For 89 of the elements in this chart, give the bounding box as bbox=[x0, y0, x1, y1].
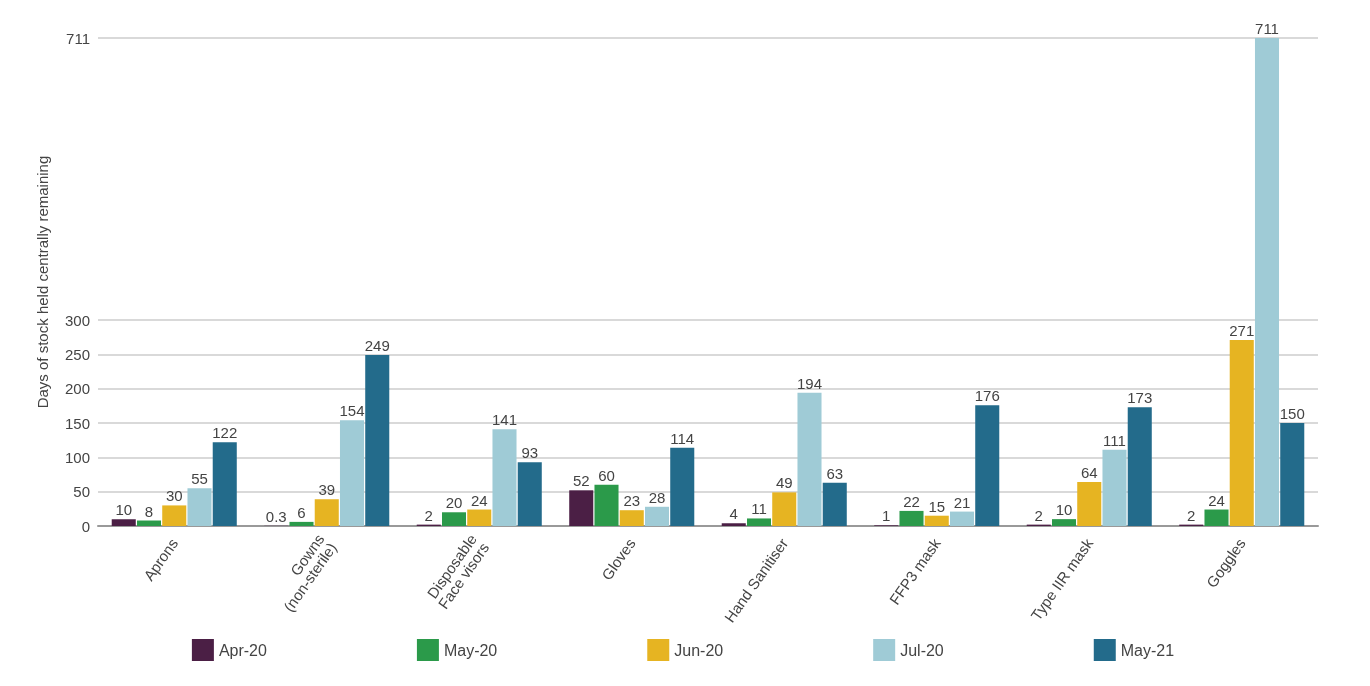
data-label: 150 bbox=[1279, 405, 1305, 423]
bar bbox=[619, 510, 644, 526]
data-label: 111 bbox=[1103, 431, 1126, 449]
bar bbox=[1254, 38, 1280, 526]
bar bbox=[924, 515, 949, 526]
y-tick-label: 300 bbox=[64, 311, 90, 329]
data-label: 49 bbox=[775, 474, 793, 492]
data-label: 6 bbox=[297, 503, 306, 521]
bar bbox=[1102, 449, 1127, 526]
data-label: 8 bbox=[144, 502, 154, 520]
data-label: 2 bbox=[1187, 506, 1196, 524]
data-label: 711 bbox=[1255, 20, 1279, 37]
bar bbox=[975, 405, 1000, 526]
bar bbox=[644, 506, 670, 526]
bar bbox=[492, 429, 517, 526]
legend-label: Jun-20 bbox=[674, 641, 724, 659]
bar bbox=[314, 499, 339, 526]
data-label: 11 bbox=[751, 500, 767, 518]
y-tick-label: 711 bbox=[66, 29, 90, 47]
y-tick-label: 50 bbox=[73, 483, 90, 501]
data-label: 176 bbox=[974, 387, 1000, 405]
bar bbox=[1051, 519, 1077, 526]
bar bbox=[949, 511, 975, 526]
bar bbox=[441, 512, 467, 526]
y-tick-label: 250 bbox=[64, 345, 90, 363]
data-label: 55 bbox=[191, 470, 208, 488]
legend-label: Apr-20 bbox=[218, 641, 268, 659]
bar bbox=[517, 462, 542, 526]
bar bbox=[365, 355, 390, 526]
data-label: 154 bbox=[339, 402, 365, 420]
data-label: 64 bbox=[1080, 464, 1098, 482]
bar bbox=[569, 490, 594, 526]
bar bbox=[467, 509, 492, 526]
bar bbox=[1127, 407, 1152, 526]
y-tick-label: 100 bbox=[64, 448, 90, 466]
data-label: 194 bbox=[796, 374, 823, 392]
y-tick-label: 150 bbox=[64, 414, 90, 432]
data-label: 24 bbox=[1208, 491, 1225, 509]
data-label: 21 bbox=[953, 493, 971, 511]
bar bbox=[899, 510, 924, 526]
bar bbox=[1229, 340, 1254, 526]
bar bbox=[746, 518, 772, 526]
bar bbox=[1204, 509, 1229, 526]
bar bbox=[1280, 423, 1305, 526]
data-label: 93 bbox=[521, 444, 539, 462]
bar bbox=[594, 484, 619, 526]
y-axis-title: Days of stock held centrally remaining bbox=[34, 155, 51, 409]
data-label: 15 bbox=[928, 497, 946, 515]
data-label: 2 bbox=[424, 506, 433, 524]
bar bbox=[822, 482, 847, 526]
data-label: 23 bbox=[623, 492, 641, 510]
bar bbox=[670, 447, 695, 526]
bar bbox=[289, 521, 314, 526]
legend-label: Jul-20 bbox=[900, 641, 944, 659]
legend-label: May-20 bbox=[443, 641, 498, 659]
data-label: 10 bbox=[115, 501, 133, 519]
data-label: 249 bbox=[364, 337, 390, 355]
legend-label: May-21 bbox=[1120, 641, 1175, 659]
data-label: 20 bbox=[445, 494, 463, 512]
bar bbox=[111, 519, 136, 526]
data-label: 10 bbox=[1055, 501, 1073, 519]
data-label: 173 bbox=[1127, 389, 1153, 407]
data-label: 4 bbox=[729, 505, 738, 523]
data-label: 52 bbox=[572, 472, 590, 490]
bar bbox=[721, 523, 746, 526]
bar bbox=[339, 420, 365, 526]
y-tick-label: 0 bbox=[81, 517, 90, 535]
data-label: 60 bbox=[598, 466, 615, 484]
data-label: 22 bbox=[903, 492, 920, 510]
bar bbox=[212, 442, 237, 526]
data-label: 1 bbox=[882, 507, 891, 525]
data-label: 30 bbox=[165, 487, 183, 505]
bar bbox=[1077, 482, 1102, 526]
bar bbox=[797, 392, 822, 526]
bar bbox=[187, 488, 212, 526]
data-label: 0.3 bbox=[265, 507, 287, 525]
data-label: 141 bbox=[491, 411, 518, 429]
y-tick-label: 200 bbox=[64, 380, 90, 398]
data-label: 114 bbox=[670, 429, 695, 447]
bar bbox=[162, 505, 187, 526]
bar bbox=[772, 492, 797, 526]
data-label: 2 bbox=[1034, 506, 1043, 524]
data-label: 63 bbox=[826, 464, 844, 482]
data-label: 122 bbox=[212, 424, 238, 442]
bar bbox=[136, 520, 162, 526]
data-label: 24 bbox=[470, 491, 488, 509]
data-label: 28 bbox=[648, 488, 666, 506]
data-label: 39 bbox=[318, 481, 336, 499]
data-label: 271 bbox=[1229, 322, 1255, 339]
